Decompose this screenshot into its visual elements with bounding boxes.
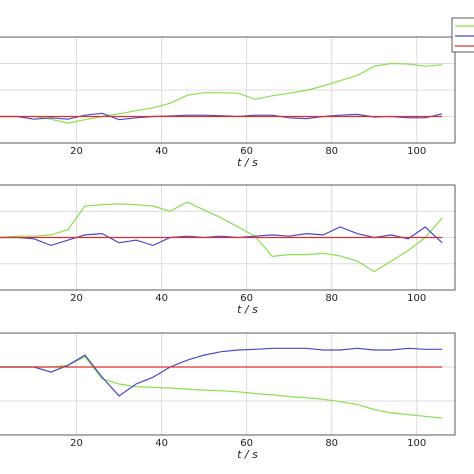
x-tick-label: 80 <box>325 146 338 157</box>
x-tick-label: 20 <box>70 146 83 157</box>
x-tick-label: 20 <box>70 293 83 304</box>
x-tick-label: 40 <box>155 293 168 304</box>
x-tick-label: 80 <box>325 293 338 304</box>
x-tick-label: 60 <box>240 293 253 304</box>
x-tick-label: 40 <box>155 146 168 157</box>
x-tick-label: 100 <box>407 438 426 449</box>
x-tick-label: 100 <box>407 146 426 157</box>
x-axis-label: t / s <box>237 303 258 316</box>
axes-frame <box>0 184 456 291</box>
axes-frame <box>0 332 456 436</box>
series-line <box>0 226 443 247</box>
series-line <box>0 62 443 124</box>
x-tick-label: 60 <box>240 146 253 157</box>
x-axis-label: t / s <box>237 156 258 169</box>
axes-frame <box>0 36 456 144</box>
legend-box <box>451 17 474 53</box>
series-line <box>0 201 443 273</box>
x-tick-label: 20 <box>70 438 83 449</box>
series-line <box>0 347 443 397</box>
x-tick-label: 80 <box>325 438 338 449</box>
x-tick-label: 40 <box>155 438 168 449</box>
x-tick-label: 60 <box>240 438 253 449</box>
x-axis-label: t / s <box>237 448 258 461</box>
x-tick-label: 100 <box>407 293 426 304</box>
